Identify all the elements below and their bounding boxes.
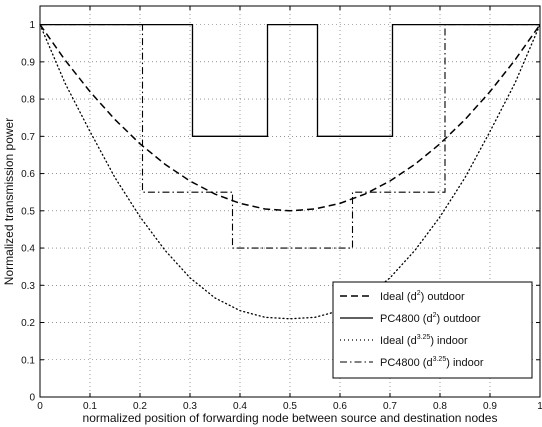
- series-line-3: [39, 23, 541, 320]
- y-tick-label: 0.1: [21, 355, 35, 366]
- series-line-2: [40, 23, 540, 137]
- x-tick-label: 1: [537, 401, 542, 412]
- legend-entry: Ideal (d3.25) indoor: [380, 334, 468, 347]
- ticks: 0 0.1 0.2 0.3 0.4 0.5 0.6 0.7 0.8 0.9 1 0 0.1 0.2 0.3 0…: [21, 6, 542, 412]
- y-tick-label: 0.9: [21, 57, 35, 68]
- legend-box: [332, 281, 533, 379]
- y-axis-label: Normalized transmission power: [2, 118, 16, 285]
- x-axis-label: normalized position of forwarding node b…: [83, 411, 498, 425]
- legend: Ideal (d2) outdoor PC4800 (d2) outdoor Ide…: [332, 281, 533, 379]
- legend-entry: PC4800 (d2) outdoor: [380, 312, 481, 325]
- y-tick-label: 0.7: [21, 132, 35, 143]
- x-tick-label: 0.5: [283, 401, 297, 412]
- x-tick-label: 0.7: [383, 401, 397, 412]
- legend-entry: Ideal (d2) outdoor: [380, 290, 465, 303]
- y-tick-label: 0.6: [21, 169, 35, 180]
- y-tick-label: 1: [29, 20, 35, 31]
- y-tick-label: 0.4: [21, 244, 35, 255]
- y-tick-label: 0.2: [21, 318, 35, 329]
- x-tick-label: 0: [37, 401, 43, 412]
- series-line-1: [39, 24, 541, 212]
- legend-entry: PC4800 (d3.25) indoor: [380, 356, 484, 369]
- x-tick-label: 0.8: [433, 401, 447, 412]
- x-tick-label: 0.2: [133, 401, 147, 412]
- x-tick-label: 0.6: [333, 401, 347, 412]
- x-tick-label: 0.9: [483, 401, 497, 412]
- x-tick-label: 0.1: [83, 401, 97, 412]
- y-tick-label: 0.3: [21, 281, 35, 292]
- y-tick-label: 0.8: [21, 95, 35, 106]
- y-tick-label: 0: [29, 393, 35, 404]
- y-tick-label: 0.5: [21, 206, 35, 217]
- series-group: [39, 23, 541, 320]
- x-tick-label: 0.3: [183, 401, 197, 412]
- x-tick-label: 0.4: [233, 401, 247, 412]
